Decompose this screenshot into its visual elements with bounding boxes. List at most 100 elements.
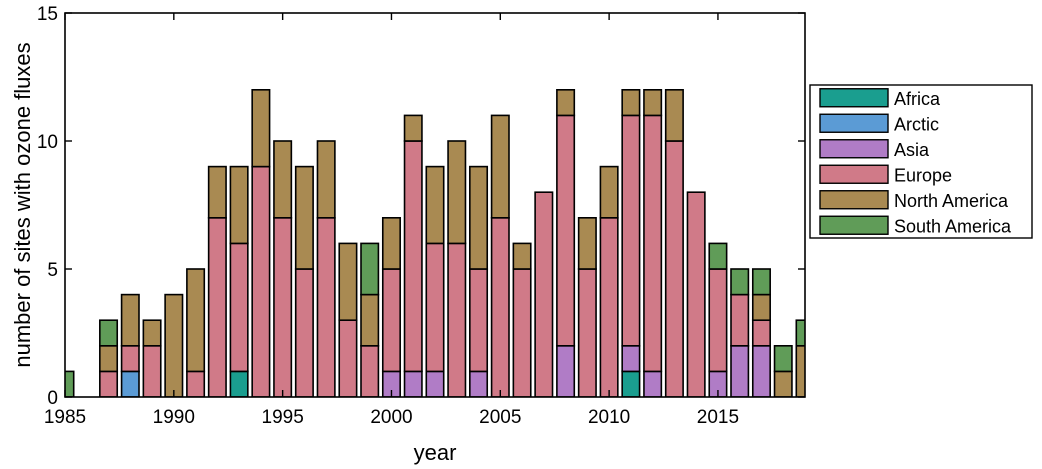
bar-segment-1987-north-america xyxy=(99,344,119,373)
x-tick-label: 1985 xyxy=(44,407,86,428)
bar-segment-1995-europe xyxy=(273,217,293,397)
bar-segment-2004-europe xyxy=(469,268,489,373)
legend-label: Africa xyxy=(894,89,941,109)
legend-swatch xyxy=(819,190,889,210)
bar-segment-2006-north-america xyxy=(512,242,532,270)
plot-frame xyxy=(64,12,806,398)
legend-swatch xyxy=(819,113,889,133)
bar-segment-2001-north-america xyxy=(403,114,423,142)
bar-segment-2011-europe xyxy=(621,114,641,347)
bar-segment-2000-north-america xyxy=(381,217,401,270)
bar-segment-2015-south-america xyxy=(708,242,728,270)
x-axis-label: year xyxy=(414,440,457,465)
bar-segment-1998-europe xyxy=(338,319,358,397)
bar-segment-2014-europe xyxy=(686,191,706,397)
legend-label: Arctic xyxy=(894,114,939,134)
bar-segment-2012-europe xyxy=(643,114,663,373)
y-axis: 0 5 10 15 xyxy=(37,4,805,409)
bar-segment-1988-europe xyxy=(120,344,140,373)
bar-segment-1988-north-america xyxy=(120,293,140,347)
bar-segment-2012-asia xyxy=(643,370,663,397)
bar-segment-1996-europe xyxy=(294,268,314,397)
bar-segment-2017-north-america xyxy=(751,293,771,322)
bar-segment-2016-south-america xyxy=(730,268,750,296)
legend-label: North America xyxy=(894,191,1009,211)
bar-segment-1987-europe xyxy=(99,370,119,397)
bar-segment-2018-north-america xyxy=(773,370,793,397)
bar-segment-1989-europe xyxy=(142,344,162,397)
bar-segment-1999-north-america xyxy=(360,293,380,347)
bar-segment-2004-asia xyxy=(469,370,489,397)
bar-segment-2002-asia xyxy=(425,370,445,397)
bar-segment-1993-europe xyxy=(229,242,249,373)
y-tick-label: 0 xyxy=(47,388,58,409)
bar-segment-2011-asia xyxy=(621,344,641,373)
bar-segment-2008-europe xyxy=(556,114,576,347)
bar-segment-2017-asia xyxy=(751,344,771,397)
bar-segment-1992-north-america xyxy=(207,165,227,219)
bar-segment-2019-north-america xyxy=(795,344,805,397)
bar-segment-2009-north-america xyxy=(577,217,597,270)
bar-segment-2005-north-america xyxy=(490,114,510,219)
bar-segment-2001-asia xyxy=(403,370,423,397)
bar-segment-2004-north-america xyxy=(469,165,489,270)
bar-segment-2010-north-america xyxy=(599,165,619,219)
bar-segment-2000-europe xyxy=(381,268,401,373)
legend-label: Europe xyxy=(894,165,952,185)
bar-segment-2003-europe xyxy=(447,242,467,397)
bar-segment-1991-north-america xyxy=(186,268,206,373)
bar-segment-1993-north-america xyxy=(229,165,249,245)
bar-segment-1996-north-america xyxy=(294,165,314,270)
bar-segment-2002-europe xyxy=(425,242,445,373)
legend-swatch xyxy=(819,88,889,108)
bar-segment-2011-africa xyxy=(621,370,641,397)
bar-segment-2003-north-america xyxy=(447,140,467,245)
bar-segment-2011-north-america xyxy=(621,89,641,117)
bar-segment-2009-europe xyxy=(577,268,597,397)
legend-swatch xyxy=(819,139,889,159)
bar-segment-1999-europe xyxy=(360,344,380,397)
bar-segment-1992-europe xyxy=(207,217,227,397)
bar-segment-1999-south-america xyxy=(360,242,380,296)
bar-segment-2006-europe xyxy=(512,268,532,397)
legend-box xyxy=(809,84,1033,239)
bar-segment-2007-europe xyxy=(534,191,554,397)
bar-segment-1990-north-america xyxy=(164,293,184,397)
x-tick-label: 2010 xyxy=(588,407,630,428)
bar-segment-1993-africa xyxy=(229,370,249,397)
legend: Africa Arctic Asia Europe North America South… xyxy=(809,84,1033,239)
bar-segment-2010-europe xyxy=(599,217,619,397)
x-tick-label: 1990 xyxy=(153,407,195,428)
x-tick-label: 1995 xyxy=(262,407,304,428)
bar-segment-1997-north-america xyxy=(316,140,336,219)
y-tick-label: 10 xyxy=(37,132,58,153)
x-tick-label: 2000 xyxy=(370,407,412,428)
y-tick-label: 15 xyxy=(37,4,58,25)
bar-segment-1985-south-america xyxy=(65,370,75,397)
bar-segment-2013-north-america xyxy=(664,89,684,142)
legend-label: Asia xyxy=(894,140,930,160)
bar-segment-1987-south-america xyxy=(99,319,119,347)
bar-segment-2008-north-america xyxy=(556,89,576,117)
bars-layer xyxy=(65,89,805,397)
bar-segment-2005-europe xyxy=(490,217,510,397)
bar-segment-1988-arctic xyxy=(120,370,140,397)
bar-segment-2013-europe xyxy=(664,140,684,397)
bar-segment-1989-north-america xyxy=(142,319,162,347)
bar-segment-1991-europe xyxy=(186,370,206,397)
bar-segment-2015-europe xyxy=(708,268,728,373)
bar-segment-2019-south-america xyxy=(795,319,805,347)
bar-segment-2017-south-america xyxy=(751,268,771,296)
bar-segment-1994-europe xyxy=(251,165,271,397)
legend-swatch xyxy=(819,215,889,235)
bar-segment-2018-south-america xyxy=(773,344,793,373)
bar-segment-1995-north-america xyxy=(273,140,293,219)
bar-segment-1998-north-america xyxy=(338,242,358,321)
y-tick-label: 5 xyxy=(47,260,58,281)
x-tick-label: 2005 xyxy=(479,407,521,428)
bar-segment-1997-europe xyxy=(316,217,336,397)
x-axis: 1985 1990 1995 2000 2005 2010 2015 xyxy=(44,13,739,428)
bar-segment-2016-europe xyxy=(730,293,750,347)
bar-segment-2012-north-america xyxy=(643,89,663,117)
